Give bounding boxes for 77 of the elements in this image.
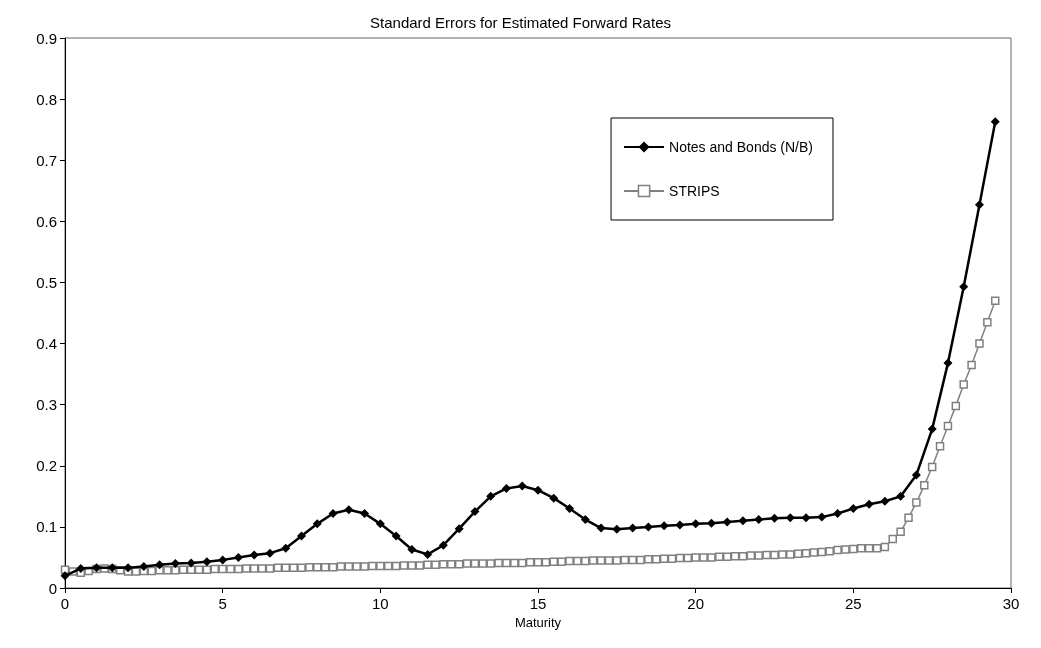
point — [770, 513, 779, 523]
point — [943, 358, 953, 368]
point — [328, 508, 338, 518]
point — [249, 550, 259, 560]
legend-label: STRIPS — [669, 183, 720, 199]
point — [817, 512, 827, 522]
point — [470, 507, 480, 517]
x-tick-label: 20 — [687, 595, 705, 612]
point — [990, 117, 1000, 127]
y-tick-label: 0.3 — [36, 396, 57, 414]
point — [691, 519, 701, 529]
point — [375, 519, 385, 529]
y-tick-label: 0.1 — [36, 518, 57, 536]
point — [407, 545, 417, 554]
point — [754, 515, 764, 525]
x-tick-label: 5 — [218, 595, 227, 612]
legend-label: Notes and Bonds (N/B) — [669, 139, 814, 155]
point — [974, 200, 984, 210]
point — [880, 496, 890, 506]
point — [60, 571, 70, 581]
point — [281, 543, 291, 553]
point — [265, 548, 275, 558]
point — [76, 563, 86, 573]
point — [565, 504, 575, 514]
point — [233, 552, 243, 562]
point — [297, 531, 306, 541]
point — [833, 508, 843, 518]
point — [344, 505, 354, 515]
point — [312, 519, 322, 529]
point — [517, 481, 527, 491]
y-tick-label: 0 — [48, 579, 57, 597]
point — [501, 483, 511, 493]
point — [612, 524, 622, 534]
x-axis-title: Maturity — [514, 614, 562, 630]
point — [864, 499, 874, 509]
y-tick-label: 0.8 — [36, 90, 57, 108]
point — [848, 504, 858, 514]
point — [959, 282, 969, 292]
point — [454, 524, 464, 534]
point — [155, 560, 165, 570]
point — [186, 558, 196, 568]
x-tick-label: 15 — [529, 595, 547, 612]
y-tick-label: 0.6 — [36, 212, 57, 230]
point — [360, 508, 370, 518]
point — [170, 559, 180, 569]
point — [533, 485, 543, 495]
point — [785, 513, 795, 523]
point — [123, 563, 133, 573]
point — [202, 557, 212, 567]
point — [706, 518, 716, 528]
point — [738, 516, 748, 526]
point — [139, 562, 149, 572]
x-tick-label: 30 — [1002, 595, 1020, 612]
point — [580, 515, 590, 525]
y-tick-label: 0.2 — [36, 457, 57, 475]
point — [896, 491, 906, 501]
point — [423, 549, 433, 559]
point — [675, 520, 685, 530]
point — [911, 470, 921, 480]
x-tick-label: 10 — [371, 595, 389, 612]
chart-title: Standard Errors for Estimated Forward Rates — [370, 14, 671, 31]
point — [391, 531, 401, 541]
point — [549, 493, 559, 503]
point — [486, 491, 496, 501]
point — [659, 521, 669, 531]
y-tick-label: 0.4 — [36, 335, 57, 353]
point — [596, 523, 606, 533]
point — [927, 424, 937, 434]
y-tick-label: 0.5 — [36, 273, 57, 291]
y-tick-label: 0.7 — [36, 151, 57, 169]
point — [722, 517, 732, 527]
point — [801, 513, 811, 523]
y-tick-label: 0.9 — [36, 29, 57, 47]
point — [438, 540, 448, 550]
point — [218, 555, 228, 565]
x-tick-label: 0 — [60, 595, 70, 612]
x-tick-label: 25 — [844, 595, 862, 612]
